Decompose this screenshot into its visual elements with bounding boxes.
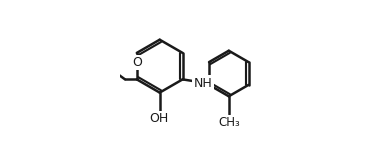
Text: NH: NH — [194, 77, 212, 90]
Text: OH: OH — [149, 112, 169, 125]
Text: CH₃: CH₃ — [218, 116, 240, 128]
Text: O: O — [132, 56, 142, 69]
